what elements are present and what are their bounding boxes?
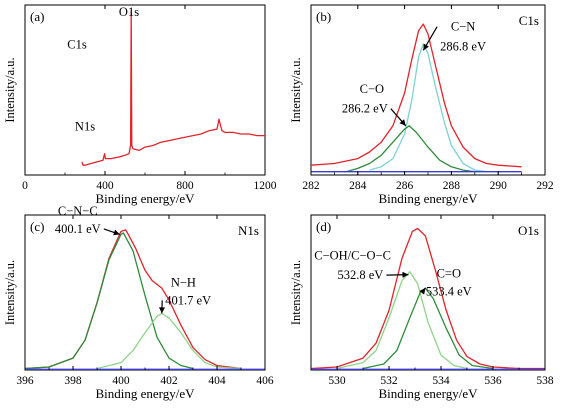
annotation-arrowhead (423, 43, 429, 51)
annotation-label: 400.1 eV (55, 222, 101, 236)
annotation-label: C=O (437, 267, 461, 281)
annotation-label: C−N (451, 20, 475, 34)
y-axis-label: Intensity/a.u. (289, 260, 303, 325)
y-axis-label: Intensity/a.u. (3, 57, 17, 122)
annotation-label: O1s (119, 5, 139, 19)
x-tick-label: 0 (22, 180, 28, 192)
corner-label: O1s (518, 223, 539, 238)
x-tick-label: 290 (490, 180, 508, 192)
series-line-green (345, 125, 475, 173)
annotation-arrowhead (158, 307, 165, 314)
annotation-label: N1s (75, 120, 95, 134)
panel-label: (d) (316, 219, 331, 234)
x-tick-label: 530 (328, 375, 346, 387)
x-tick-label: 406 (256, 375, 274, 387)
x-tick-label: 396 (16, 375, 34, 387)
series-line-lightgreen (96, 312, 242, 370)
x-tick-label: 536 (484, 375, 502, 387)
x-tick-label: 404 (208, 375, 226, 387)
panel-label: (c) (30, 219, 44, 234)
annotation-label: C−OH/C−O−C (314, 249, 391, 263)
annotation-label: 401.7 eV (165, 293, 211, 307)
annotation-label: C−O (360, 82, 384, 96)
x-tick-label: 292 (536, 180, 554, 192)
series-line-green (24, 232, 194, 370)
x-tick-label: 1200 (254, 180, 277, 192)
annotation-label: C1s (67, 38, 87, 52)
x-tick-label: 286 (396, 180, 414, 192)
series-line-red (310, 23, 522, 168)
series-line-red (81, 10, 265, 166)
x-axis-label: Binding energy/eV (378, 191, 478, 206)
plot-frame (310, 4, 546, 176)
annotation-label: N−H (171, 276, 196, 290)
panel-label: (a) (30, 9, 44, 24)
y-axis-label: Intensity/a.u. (289, 57, 303, 122)
plot-frame (24, 4, 266, 176)
x-tick-label: 800 (176, 180, 194, 192)
panel-c: 396 398 400 402 404 406 Binding energy/eV Inten… (3, 204, 274, 401)
x-axis-label: Binding energy/eV (378, 386, 478, 401)
annotation-label: C−N−C (58, 204, 98, 218)
x-tick-label: 402 (160, 375, 178, 387)
plot-frame (24, 214, 266, 371)
x-tick-label: 398 (64, 375, 82, 387)
annotation-arrowhead (113, 229, 120, 236)
x-tick-label: 532 (380, 375, 398, 387)
annotation-arrowhead (419, 288, 426, 295)
panel-d: 530 532 534 536 538 Binding energy/eV Intensit… (289, 214, 554, 401)
annotation-arrowhead (402, 271, 409, 278)
annotation-label: 286.2 eV (342, 102, 388, 116)
corner-label: C1s (519, 13, 539, 28)
x-tick-label: 282 (302, 180, 320, 192)
series-line-lightgreen (336, 271, 468, 370)
x-tick-label: 538 (536, 375, 554, 387)
x-tick-label: 400 (112, 375, 130, 387)
plot-frame (310, 214, 546, 371)
annotation-label: 533.4 eV (426, 285, 472, 299)
x-axis-label: Binding energy/eV (95, 386, 195, 401)
corner-label: N1s (238, 223, 259, 238)
annotation-label: 286.8 eV (440, 39, 486, 53)
y-axis-label: Intensity/a.u. (3, 260, 17, 325)
annotation-label: 532.8 eV (337, 268, 383, 282)
x-tick-label: 288 (443, 180, 461, 192)
x-tick-label: 534 (432, 375, 450, 387)
annotation-arrowhead (399, 119, 406, 126)
x-tick-label: 400 (96, 180, 114, 192)
panel-b: 282 284 286 288 290 292 Binding energy/eV Inten… (289, 4, 554, 206)
panel-label: (b) (316, 9, 331, 24)
panel-a: 0 400 800 1200 Binding energy/eV Intensity/a.… (3, 4, 277, 206)
x-tick-label: 284 (349, 180, 367, 192)
x-axis-label: Binding energy/eV (95, 191, 195, 206)
series-line-red (310, 227, 545, 370)
